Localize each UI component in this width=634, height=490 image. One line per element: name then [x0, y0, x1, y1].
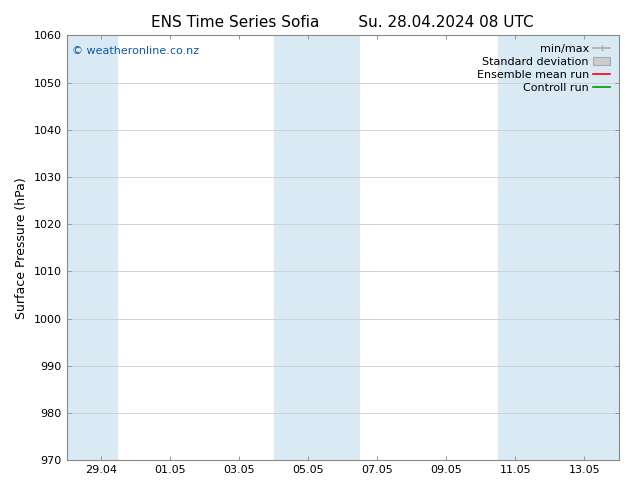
Bar — [67, 35, 119, 460]
Legend: min/max, Standard deviation, Ensemble mean run, Controll run: min/max, Standard deviation, Ensemble me… — [474, 41, 614, 96]
Title: ENS Time Series Sofia        Su. 28.04.2024 08 UTC: ENS Time Series Sofia Su. 28.04.2024 08 … — [152, 15, 534, 30]
Bar — [550, 35, 619, 460]
Y-axis label: Surface Pressure (hPa): Surface Pressure (hPa) — [15, 177, 28, 318]
Text: © weatheronline.co.nz: © weatheronline.co.nz — [72, 46, 199, 56]
Bar — [274, 35, 360, 460]
Bar — [498, 35, 550, 460]
